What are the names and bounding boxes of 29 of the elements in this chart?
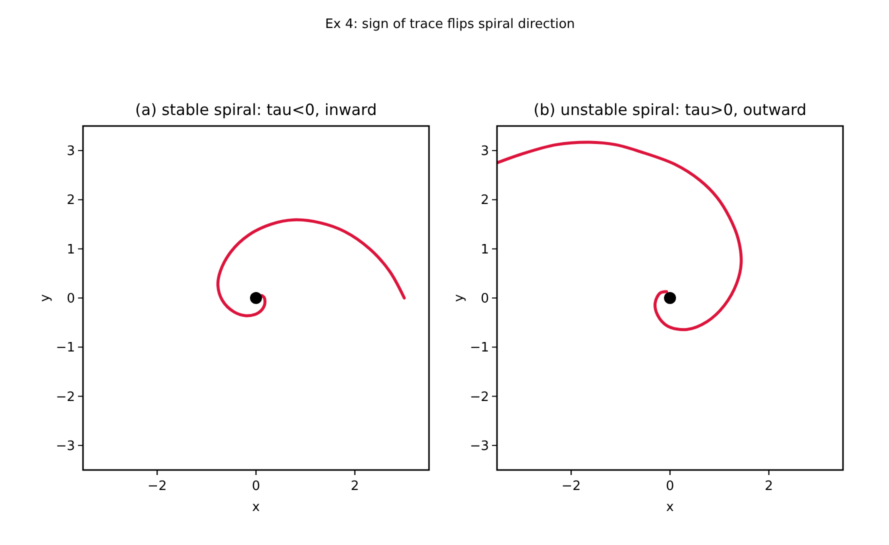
- y-tick-label: 3: [480, 144, 489, 160]
- y-tick-label: 0: [480, 292, 489, 306]
- y-tick-label: −2: [470, 390, 489, 405]
- y-tick-label: −3: [470, 438, 489, 454]
- y-tick-label: 1: [66, 242, 75, 258]
- y-tick-label: 2: [480, 193, 489, 208]
- x-tick-label: −2: [562, 479, 581, 494]
- y-tick-label: −1: [56, 340, 75, 356]
- y-tick-label: 0: [66, 292, 75, 306]
- chart-title: (b) unstable spiral: tau>0, outward: [534, 101, 806, 119]
- chart-title: (a) stable spiral: tau<0, inward: [135, 101, 377, 119]
- x-tick-label: −2: [148, 479, 167, 494]
- x-tick-label: 0: [666, 479, 674, 494]
- line-series: [216, 218, 406, 318]
- x-tick-label: 2: [764, 479, 773, 494]
- y-tick-label: −2: [56, 390, 75, 405]
- y-tick-label: −1: [470, 340, 489, 356]
- x-axis-title: x: [252, 500, 260, 515]
- y-tick-label: 1: [480, 242, 489, 258]
- text: Ex 4: sign of trace flips spiral direction: [325, 17, 575, 32]
- y-tick-label: 2: [66, 193, 75, 208]
- x-tick-label: 0: [252, 479, 260, 494]
- y-tick-label: 3: [66, 144, 75, 160]
- x-axis-title: x: [666, 500, 674, 515]
- y-axis-title: y: [38, 294, 53, 302]
- y-tick-label: −3: [56, 438, 75, 454]
- line-series: [497, 140, 743, 332]
- y-axis-title: y: [452, 294, 467, 302]
- x-tick-label: 2: [350, 479, 359, 494]
